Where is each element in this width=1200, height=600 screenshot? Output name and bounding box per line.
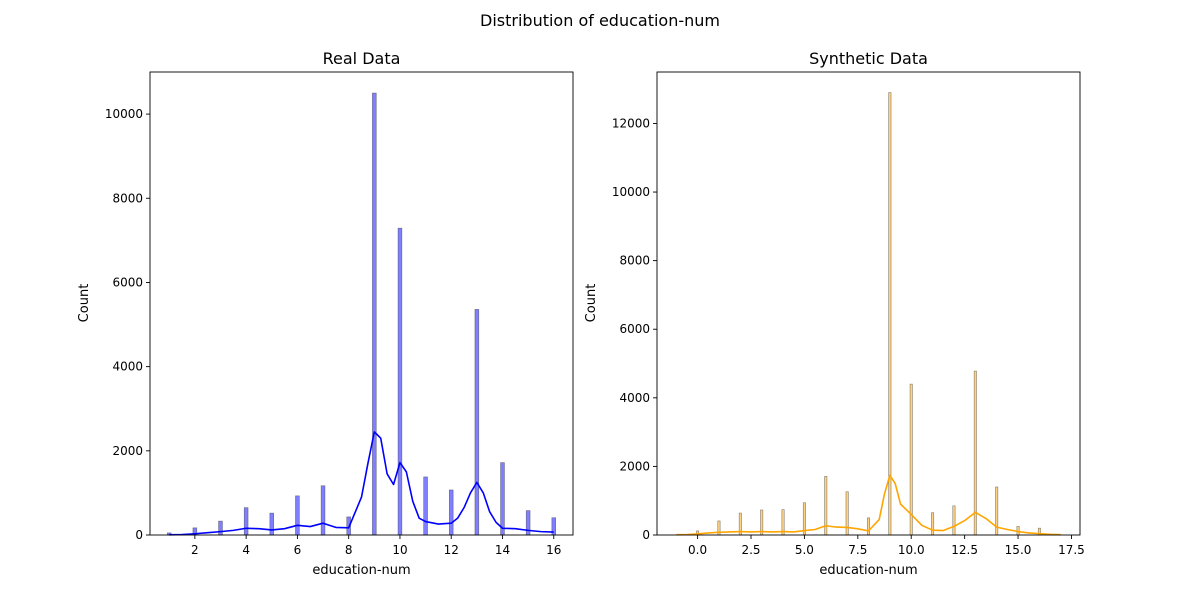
synthetic-bar — [888, 92, 892, 536]
synthetic-data-ylabel: Count — [584, 284, 599, 323]
real-bar — [243, 507, 249, 536]
real-xtick-label: 2 — [191, 543, 199, 557]
synthetic-bar — [867, 517, 870, 536]
synthetic-xtick-label: 12.5 — [951, 543, 978, 557]
synthetic-ytick-label: 8000 — [619, 254, 650, 268]
real-data-title: Real Data — [323, 49, 401, 68]
real-bar — [372, 92, 377, 536]
real-xtick-label: 12 — [444, 543, 459, 557]
synthetic-ytick-label: 6000 — [619, 322, 650, 336]
real-bar — [320, 485, 326, 536]
real-bar — [525, 510, 531, 536]
real-xtick-label: 14 — [495, 543, 510, 557]
real-ytick-label: 2000 — [112, 444, 143, 458]
real-axes-frame — [149, 71, 574, 536]
synthetic-ytick-label: 4000 — [619, 391, 650, 405]
real-ytick-label: 6000 — [112, 275, 143, 289]
synthetic-xtick-label: 5.0 — [795, 543, 814, 557]
synthetic-bar — [909, 383, 913, 536]
real-bar — [269, 512, 275, 536]
synthetic-xtick-label: 15.0 — [1005, 543, 1032, 557]
synthetic-kde-line — [676, 474, 1061, 536]
synthetic-data-title: Synthetic Data — [809, 49, 928, 68]
real-bar — [295, 495, 300, 536]
real-kde-line — [169, 431, 554, 536]
synthetic-bar — [931, 512, 935, 536]
real-bar — [218, 520, 223, 536]
synthetic-xtick-label: 7.5 — [848, 543, 867, 557]
synthetic-ytick-label: 2000 — [619, 459, 650, 473]
synthetic-xtick-label: 0.0 — [688, 543, 707, 557]
real-bar — [397, 227, 403, 536]
synthetic-bar — [973, 370, 977, 536]
real-xtick-label: 16 — [546, 543, 561, 557]
synthetic-data-panel: Synthetic Data education-num Count 0.0 2.… — [584, 49, 1085, 578]
synthetic-ytick-label: 12000 — [612, 116, 650, 130]
real-ytick-label: 4000 — [112, 360, 143, 374]
synthetic-xtick-label: 2.5 — [741, 543, 760, 557]
synthetic-data-xlabel: education-num — [819, 563, 917, 578]
synthetic-ytick-label: 0 — [642, 528, 650, 542]
synthetic-xtick-label: 10.0 — [898, 543, 925, 557]
real-bar — [500, 462, 505, 536]
real-data-panel: Real Data education-num Count 2 4 6 8 10 12 14… — [77, 49, 574, 578]
real-bar — [474, 309, 480, 536]
real-xtick-label: 6 — [294, 543, 302, 557]
synthetic-xtick-label: 17.5 — [1058, 543, 1085, 557]
real-bar — [423, 476, 428, 536]
synthetic-ytick-label: 10000 — [612, 185, 650, 199]
real-data-ylabel: Count — [77, 284, 92, 323]
real-ytick-label: 8000 — [112, 191, 143, 205]
real-bar — [448, 489, 454, 536]
real-xtick-label: 10 — [392, 543, 407, 557]
synthetic-bar — [952, 505, 956, 536]
real-ytick-label: 10000 — [105, 107, 143, 121]
real-ytick-label: 0 — [135, 528, 143, 542]
real-xtick-label: 4 — [242, 543, 250, 557]
figure-title: Distribution of education-num — [480, 11, 720, 30]
synthetic-bar — [845, 491, 849, 536]
real-data-xlabel: education-num — [312, 563, 410, 578]
real-xtick-label: 8 — [345, 543, 353, 557]
synthetic-axes-frame — [656, 71, 1081, 536]
